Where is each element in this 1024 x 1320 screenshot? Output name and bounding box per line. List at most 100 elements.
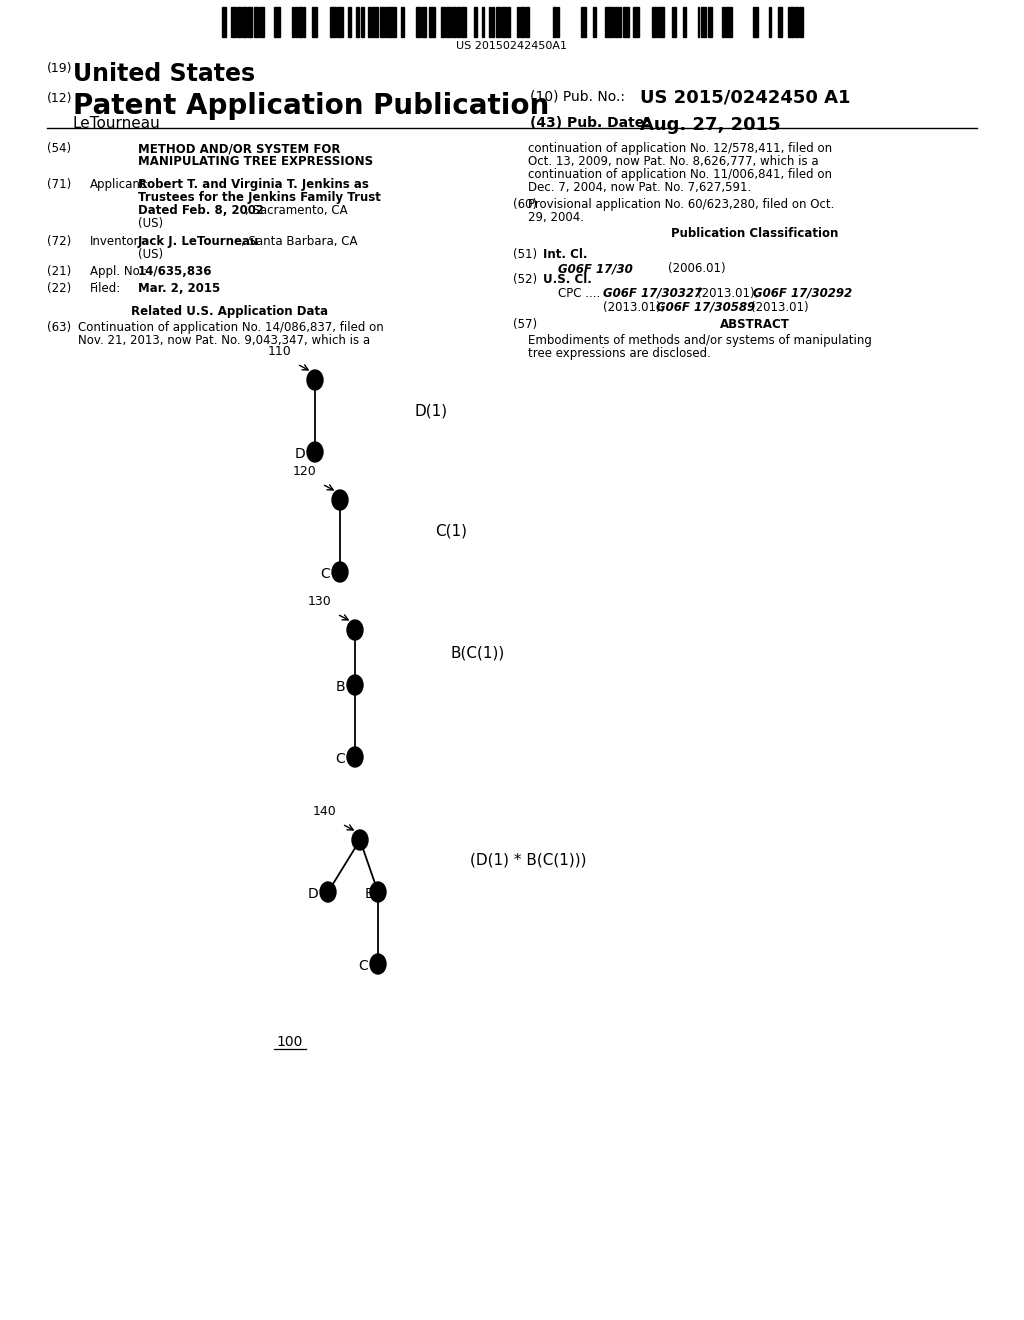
Bar [311,7,316,37]
Text: (51): (51) [513,248,538,261]
Bar [517,7,519,37]
Bar [360,7,365,37]
Bar [605,7,610,37]
Bar [700,7,707,37]
Text: Int. Cl.: Int. Cl. [543,248,588,261]
Bar [799,7,804,37]
Bar [429,7,434,37]
Text: (63): (63) [47,321,71,334]
Bar [615,7,618,37]
Ellipse shape [347,620,362,640]
Bar [457,7,461,37]
Text: D: D [294,447,305,461]
Bar [401,7,404,37]
Bar [254,7,258,37]
Text: C(1): C(1) [435,524,467,539]
Bar [787,7,794,37]
Bar [582,7,586,37]
Bar [303,7,305,37]
Text: (54): (54) [47,143,71,154]
Bar [441,7,444,37]
Bar [520,7,525,37]
Text: ABSTRACT: ABSTRACT [720,318,790,331]
Text: C: C [335,752,345,766]
Ellipse shape [352,830,368,850]
Text: Jack J. LeTourneau: Jack J. LeTourneau [138,235,259,248]
Bar [557,7,559,37]
Bar [380,7,385,37]
Bar [525,7,529,37]
Bar [753,7,758,37]
Text: B(C(1)): B(C(1)) [450,645,504,660]
Bar [230,7,237,37]
Text: Dated Feb. 8, 2002: Dated Feb. 8, 2002 [138,205,264,216]
Bar [492,7,495,37]
Text: (D(1) * B(C(1))): (D(1) * B(C(1))) [470,853,587,867]
Bar [672,7,676,37]
Bar [386,7,391,37]
Text: (72): (72) [47,235,72,248]
Text: G06F 17/30327: G06F 17/30327 [603,286,702,300]
Text: 120: 120 [292,465,316,478]
Bar [333,7,336,37]
Bar [240,7,241,37]
Ellipse shape [307,442,323,462]
Text: , Sacramento, CA: , Sacramento, CA [245,205,347,216]
Ellipse shape [347,675,362,696]
Text: (43) Pub. Date:: (43) Pub. Date: [530,116,650,129]
Text: C: C [321,568,330,581]
Text: continuation of application No. 12/578,411, filed on: continuation of application No. 12/578,4… [528,143,833,154]
Text: (2006.01): (2006.01) [668,261,726,275]
Bar [473,7,477,37]
Bar [445,7,451,37]
Bar [243,7,246,37]
Text: Mar. 2, 2015: Mar. 2, 2015 [138,282,220,294]
Bar [461,7,466,37]
Text: (52): (52) [513,273,538,286]
Text: METHOD AND/OR SYSTEM FOR: METHOD AND/OR SYSTEM FOR [138,143,341,154]
Bar [658,7,664,37]
Text: G06F 17/30292: G06F 17/30292 [753,286,852,300]
Ellipse shape [370,954,386,974]
Bar [416,7,421,37]
Text: US 2015/0242450 A1: US 2015/0242450 A1 [640,88,851,107]
Text: continuation of application No. 11/006,841, filed on: continuation of application No. 11/006,8… [528,168,831,181]
Text: (12): (12) [47,92,73,106]
Text: 29, 2004.: 29, 2004. [528,211,584,224]
Text: Robert T. and Virginia T. Jenkins as: Robert T. and Virginia T. Jenkins as [138,178,369,191]
Bar [697,7,699,37]
Text: US 20150242450A1: US 20150242450A1 [457,41,567,51]
Bar [507,7,510,37]
Ellipse shape [370,882,386,902]
Bar [722,7,725,37]
Bar [726,7,731,37]
Text: United States: United States [73,62,255,86]
Text: D(1): D(1) [415,404,449,418]
Text: Nov. 21, 2013, now Pat. No. 9,043,347, which is a: Nov. 21, 2013, now Pat. No. 9,043,347, w… [78,334,370,347]
Text: Appl. No.:: Appl. No.: [90,265,147,279]
Ellipse shape [319,882,336,902]
Text: D: D [307,887,318,902]
Bar [298,7,302,37]
Text: Provisional application No. 60/623,280, filed on Oct.: Provisional application No. 60/623,280, … [528,198,835,211]
Text: B: B [336,680,345,694]
Bar [237,7,239,37]
Text: Dec. 7, 2004, now Pat. No. 7,627,591.: Dec. 7, 2004, now Pat. No. 7,627,591. [528,181,752,194]
Text: (60): (60) [513,198,538,211]
Text: (19): (19) [47,62,73,75]
Bar [368,7,372,37]
Text: (2013.01);: (2013.01); [603,301,669,314]
Text: Trustees for the Jenkins Family Trust: Trustees for the Jenkins Family Trust [138,191,381,205]
Bar [777,7,782,37]
Text: G06F 17/30: G06F 17/30 [558,261,633,275]
Bar [796,7,798,37]
Bar [348,7,351,37]
Text: (21): (21) [47,265,72,279]
Bar [634,7,639,37]
Text: 110: 110 [267,345,291,358]
Bar [708,7,712,37]
Text: Publication Classification: Publication Classification [672,227,839,240]
Text: (10) Pub. No.:: (10) Pub. No.: [530,88,625,103]
Bar [611,7,614,37]
Text: tree expressions are disclosed.: tree expressions are disclosed. [528,347,711,360]
